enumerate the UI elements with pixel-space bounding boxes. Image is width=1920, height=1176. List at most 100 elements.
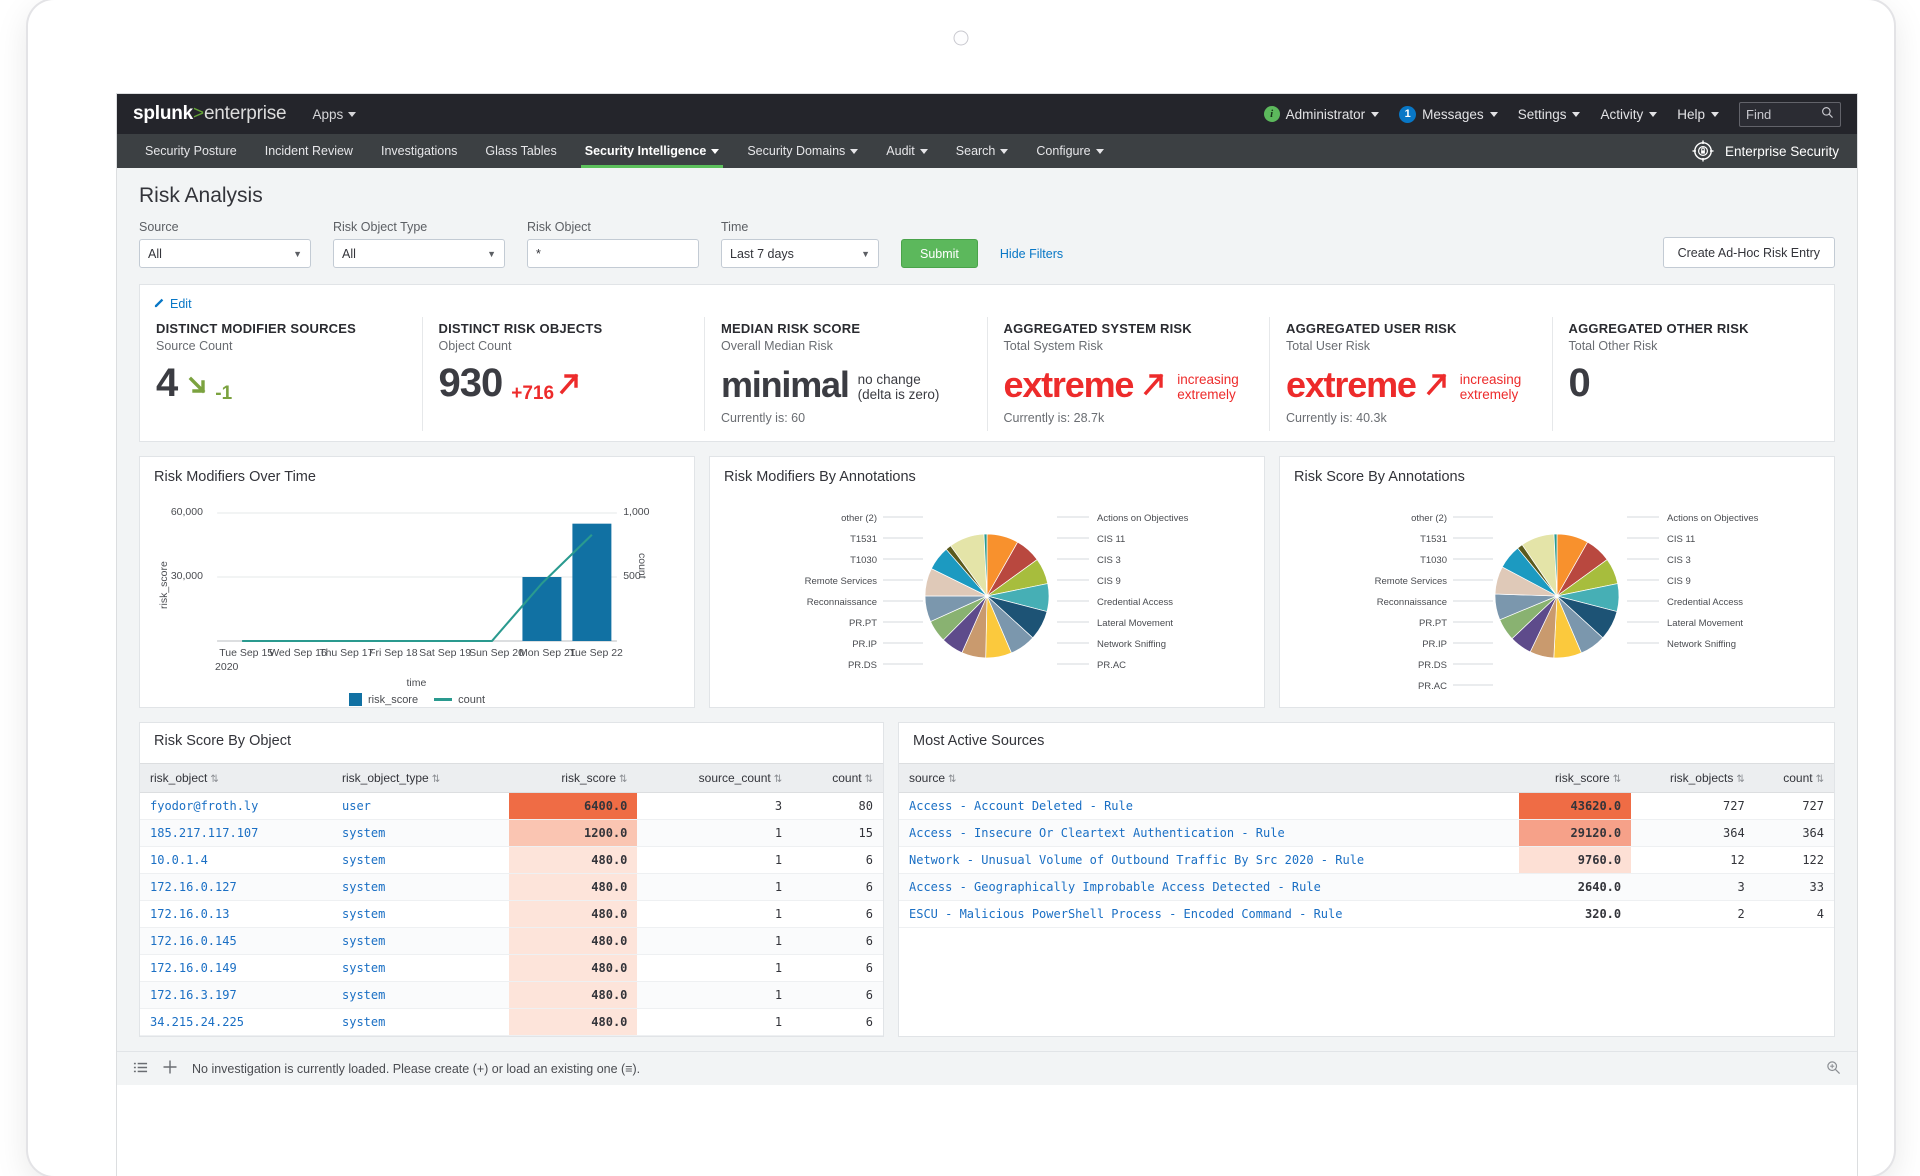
cell-risk-object[interactable]: 172.16.0.145: [140, 927, 332, 955]
y2-axis-tick: 1,000: [623, 506, 650, 518]
cell-risk-object[interactable]: 10.0.1.4: [140, 846, 332, 874]
source-select[interactable]: All ▼: [139, 239, 311, 268]
nav-item-security-intelligence[interactable]: Security Intelligence: [571, 134, 734, 168]
kpi-subtitle: Object Count: [438, 339, 512, 353]
col-count[interactable]: count ⇅: [792, 763, 883, 793]
cell-risk-object-type[interactable]: system: [332, 846, 509, 874]
zoom-search-icon[interactable]: [1826, 1060, 1841, 1078]
hide-filters-link[interactable]: Hide Filters: [999, 247, 1064, 261]
pie-slice-label: Network Sniffing: [1097, 639, 1166, 650]
risk-score-by-annotations-chart[interactable]: Actions on Objectives CIS 11 CIS 3 CIS 9 Cre…: [1294, 491, 1820, 692]
sort-icon: ⇅: [1736, 774, 1745, 785]
apps-menu[interactable]: Apps: [312, 107, 357, 122]
nav-item-audit[interactable]: Audit: [872, 134, 942, 168]
activity-menu[interactable]: Activity: [1600, 107, 1658, 122]
sort-icon: ⇅: [1612, 774, 1622, 785]
col-risk-score[interactable]: risk_score ⇅: [508, 763, 638, 793]
messages-menu[interactable]: 1 Messages: [1399, 105, 1498, 123]
table-row[interactable]: ESCU - Malicious PowerShell Process - En…: [899, 900, 1834, 928]
cell-source[interactable]: Access - Geographically Improbable Acces…: [899, 873, 1519, 901]
cell-source[interactable]: ESCU - Malicious PowerShell Process - En…: [899, 900, 1519, 928]
nav-item-incident-review[interactable]: Incident Review: [251, 134, 367, 168]
nav-item-security-posture[interactable]: Security Posture: [131, 134, 251, 168]
risk-modifiers-by-annotations-chart[interactable]: Actions on Objectives CIS 11 CIS 3 CIS 9 Cre…: [724, 491, 1250, 691]
x-axis-tick: Mon Sep 21: [519, 647, 576, 659]
pie-slice-label: Lateral Movement: [1667, 618, 1743, 629]
col-risk-object-type[interactable]: risk_object_type ⇅: [332, 763, 509, 793]
cell-risk-object[interactable]: 172.16.0.149: [140, 954, 332, 982]
risk-object-type-select[interactable]: All ▼: [333, 239, 505, 268]
cell-risk-object-type[interactable]: system: [332, 981, 509, 1009]
table-row[interactable]: 34.215.24.225 system 480.0 1 6: [140, 1008, 883, 1036]
cell-risk-object[interactable]: fyodor@froth.ly: [140, 792, 332, 820]
create-adhoc-risk-entry-button[interactable]: Create Ad-Hoc Risk Entry: [1662, 237, 1835, 268]
col-risk-objects[interactable]: risk_objects ⇅: [1631, 763, 1755, 793]
col-label: count: [832, 771, 862, 785]
nav-item-security-domains[interactable]: Security Domains: [733, 134, 872, 168]
help-menu[interactable]: Help: [1677, 107, 1719, 122]
cell-risk-object-type[interactable]: system: [332, 1008, 509, 1036]
table-row[interactable]: Access - Geographically Improbable Acces…: [899, 873, 1834, 901]
cell-risk-object[interactable]: 172.16.0.127: [140, 873, 332, 901]
add-investigation-icon[interactable]: [162, 1059, 178, 1078]
kpi-delta-group: +716: [511, 368, 583, 403]
table-row[interactable]: 172.16.0.13 system 480.0 1 6: [140, 900, 883, 928]
cell-risk-object-type[interactable]: system: [332, 954, 509, 982]
enterprise-security-brand: Enterprise Security: [1691, 134, 1857, 168]
cell-source[interactable]: Access - Account Deleted - Rule: [899, 792, 1519, 820]
cell-source[interactable]: Access - Insecure Or Cleartext Authentic…: [899, 819, 1519, 847]
table-row[interactable]: 172.16.0.127 system 480.0 1 6: [140, 873, 883, 901]
edit-link[interactable]: Edit: [140, 291, 1834, 317]
cell-risk-object[interactable]: 34.215.24.225: [140, 1008, 332, 1036]
col-source-count[interactable]: source_count ⇅: [637, 763, 793, 793]
cell-risk-object[interactable]: 185.217.117.107: [140, 819, 332, 847]
nav-item-configure[interactable]: Configure: [1022, 134, 1117, 168]
col-label: source_count: [698, 771, 771, 785]
cell-source[interactable]: Network - Unusual Volume of Outbound Tra…: [899, 846, 1519, 874]
time-range-select[interactable]: Last 7 days ▼: [721, 239, 879, 268]
table-row[interactable]: Access - Account Deleted - Rule 43620.0 72…: [899, 792, 1834, 820]
col-risk-score[interactable]: risk_score ⇅: [1518, 763, 1632, 793]
nav-item-investigations[interactable]: Investigations: [367, 134, 471, 168]
cell-risk-object[interactable]: 172.16.0.13: [140, 900, 332, 928]
table-row[interactable]: fyodor@froth.ly user 6400.0 3 80: [140, 792, 883, 820]
table-row: Risk Score By Object risk_object ⇅ risk_o…: [139, 722, 1835, 1037]
cell-risk-object-type[interactable]: system: [332, 900, 509, 928]
table-row[interactable]: 172.16.0.145 system 480.0 1 6: [140, 927, 883, 955]
kpi-trend-line2: (delta is zero): [857, 387, 940, 403]
cell-risk-object-type[interactable]: system: [332, 927, 509, 955]
nav-item-glass-tables[interactable]: Glass Tables: [471, 134, 570, 168]
administrator-menu[interactable]: i Administrator: [1263, 106, 1380, 122]
submit-button[interactable]: Submit: [901, 239, 978, 268]
cell-risk-object-type[interactable]: system: [332, 819, 509, 847]
table-row[interactable]: Network - Unusual Volume of Outbound Tra…: [899, 846, 1834, 874]
x-axis-tick: Fri Sep 18: [369, 647, 418, 659]
kpi-aggregated-other-risk: AGGREGATED OTHER RISK Total Other Risk 0: [1553, 317, 1835, 431]
table-row[interactable]: 10.0.1.4 system 480.0 1 6: [140, 846, 883, 874]
table-row[interactable]: Access - Insecure Or Cleartext Authentic…: [899, 819, 1834, 847]
table-row[interactable]: 172.16.0.149 system 480.0 1 6: [140, 954, 883, 982]
col-source[interactable]: source ⇅: [899, 763, 1519, 793]
arrow-up-right-icon: [557, 368, 583, 403]
x-axis-tick: Tue Sep 22: [569, 647, 623, 659]
legend-item-count[interactable]: count: [434, 694, 485, 706]
risk-modifiers-over-time-chart[interactable]: 60,000 30,000 1,000 500 Tue Sep 15 Wed Sep 16…: [154, 491, 680, 691]
table-row[interactable]: 172.16.3.197 system 480.0 1 6: [140, 981, 883, 1009]
nav-item-search[interactable]: Search: [942, 134, 1023, 168]
col-label: count: [1783, 771, 1813, 785]
legend-item-risk-score[interactable]: risk_score: [348, 693, 418, 706]
kpi-value: extreme: [1286, 364, 1417, 405]
splunk-logo[interactable]: splunk > enterprise: [133, 103, 287, 125]
sort-icon: ⇅: [210, 774, 219, 785]
table-row[interactable]: 185.217.117.107 system 1200.0 1 15: [140, 819, 883, 847]
cell-risk-object-type[interactable]: user: [332, 792, 509, 820]
investigation-list-icon[interactable]: [133, 1060, 148, 1078]
cell-risk-object[interactable]: 172.16.3.197: [140, 981, 332, 1009]
find-input[interactable]: Find: [1739, 101, 1841, 127]
col-risk-object[interactable]: risk_object ⇅: [140, 763, 332, 793]
cell-risk-object-type[interactable]: system: [332, 873, 509, 901]
col-count[interactable]: count ⇅: [1754, 763, 1834, 793]
risk-object-input[interactable]: *: [527, 239, 699, 268]
kpi-list: DISTINCT MODIFIER SOURCES Source Count 4…: [140, 317, 1834, 431]
settings-menu[interactable]: Settings: [1518, 107, 1581, 122]
